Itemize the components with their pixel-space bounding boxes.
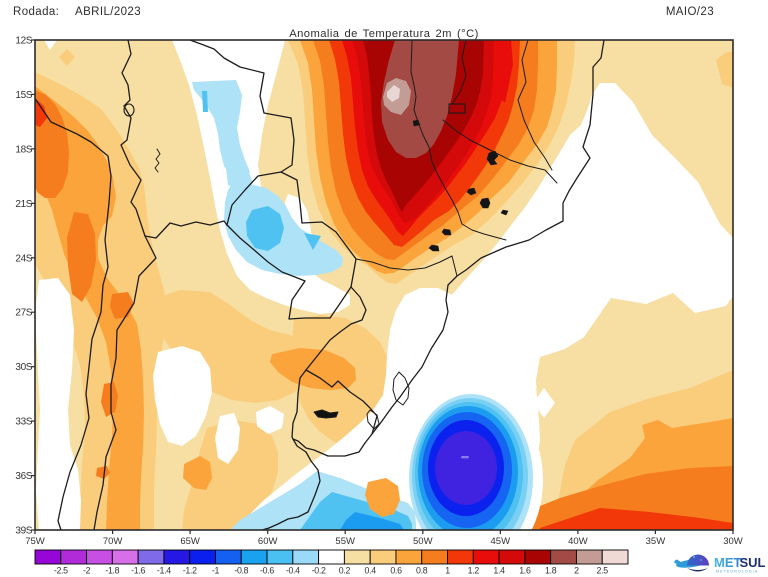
svg-text:-1.8: -1.8 [105,566,119,576]
svg-text:-0.2: -0.2 [312,566,326,576]
svg-text:1.2: 1.2 [468,566,480,576]
svg-text:1.8: 1.8 [545,566,557,576]
svg-text:-0.4: -0.4 [286,566,300,576]
svg-text:45W: 45W [491,536,511,547]
svg-text:SUL: SUL [740,555,766,570]
svg-text:30W: 30W [723,536,743,547]
svg-text:50W: 50W [413,536,433,547]
svg-text:MET: MET [714,555,742,570]
svg-text:MAIO/23: MAIO/23 [666,6,714,18]
svg-text:-2: -2 [83,566,91,576]
svg-text:2.5: 2.5 [597,566,609,576]
svg-text:1.6: 1.6 [519,566,531,576]
svg-text:24S: 24S [15,253,32,264]
svg-text:30S: 30S [15,362,32,373]
svg-text:60W: 60W [258,536,278,547]
svg-text:40W: 40W [568,536,588,547]
svg-text:39S: 39S [15,526,32,537]
svg-text:1.4: 1.4 [493,566,505,576]
svg-text:21S: 21S [15,199,32,210]
svg-text:36S: 36S [15,471,32,482]
svg-text:12S: 12S [15,36,32,47]
svg-text:-0.6: -0.6 [260,566,274,576]
svg-text:33S: 33S [15,417,32,428]
svg-text:METEOROLOGIA: METEOROLOGIA [716,570,758,574]
svg-text:65W: 65W [180,536,200,547]
svg-text:0.4: 0.4 [365,566,377,576]
svg-text:-1.4: -1.4 [157,566,171,576]
svg-text:27S: 27S [15,308,32,319]
svg-text:75W: 75W [25,536,45,547]
svg-text:70W: 70W [103,536,123,547]
svg-text:-0.8: -0.8 [234,566,248,576]
svg-text:-2.5: -2.5 [54,566,68,576]
svg-text:-1.2: -1.2 [183,566,197,576]
svg-text:1: 1 [445,566,450,576]
svg-text:Anomalia de Temperatura 2m (°C: Anomalia de Temperatura 2m (°C) [289,28,479,40]
svg-text:0.8: 0.8 [416,566,428,576]
svg-text:ABRIL/2023: ABRIL/2023 [75,6,141,18]
svg-text:Rodada:: Rodada: [13,6,59,18]
svg-text:0.2: 0.2 [339,566,351,576]
svg-text:-1: -1 [212,566,220,576]
svg-text:35W: 35W [646,536,666,547]
svg-text:18S: 18S [15,144,32,155]
svg-text:-1.6: -1.6 [131,566,145,576]
svg-text:15S: 15S [15,90,32,101]
svg-text:55W: 55W [335,536,355,547]
svg-text:0.6: 0.6 [390,566,402,576]
svg-text:2: 2 [574,566,579,576]
